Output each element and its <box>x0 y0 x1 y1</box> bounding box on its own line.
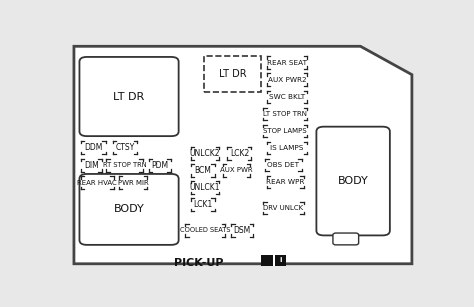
Text: DSM: DSM <box>234 226 251 235</box>
Polygon shape <box>74 46 412 264</box>
Text: PWR MIR: PWR MIR <box>118 180 148 186</box>
Bar <box>204 56 261 92</box>
Text: AUX PWR: AUX PWR <box>220 167 253 173</box>
Text: REAR WPR: REAR WPR <box>266 179 304 185</box>
Text: BODY: BODY <box>114 204 145 214</box>
Bar <box>274 255 286 266</box>
Bar <box>273 255 275 266</box>
Text: STOP LAMPS: STOP LAMPS <box>264 128 307 134</box>
FancyBboxPatch shape <box>316 127 390 235</box>
Text: DDM: DDM <box>84 143 102 152</box>
FancyBboxPatch shape <box>80 57 179 136</box>
Text: i: i <box>279 258 282 263</box>
FancyBboxPatch shape <box>80 174 179 245</box>
FancyBboxPatch shape <box>333 233 359 245</box>
Text: LT DR: LT DR <box>219 69 246 79</box>
Text: SWC BKLT: SWC BKLT <box>269 94 305 100</box>
Text: DRV UNLCK: DRV UNLCK <box>263 205 303 211</box>
Text: REAR SEAT: REAR SEAT <box>267 60 307 66</box>
Text: UNLCK2: UNLCK2 <box>190 149 220 158</box>
Text: BODY: BODY <box>338 176 368 186</box>
Text: LT STOP TRN: LT STOP TRN <box>263 111 307 117</box>
Text: RT STOP TRN: RT STOP TRN <box>103 162 146 168</box>
Text: UNLCK1: UNLCK1 <box>190 183 220 192</box>
Text: PDM: PDM <box>151 161 168 169</box>
Text: LCK1: LCK1 <box>193 200 212 209</box>
Bar <box>261 255 273 266</box>
Text: BCM: BCM <box>194 166 211 175</box>
Text: LT DR: LT DR <box>113 91 145 102</box>
Text: DIM: DIM <box>84 161 99 169</box>
Text: CTSY: CTSY <box>115 143 135 152</box>
Text: OBS DET: OBS DET <box>267 162 300 168</box>
Text: REAR HVAC: REAR HVAC <box>77 180 117 186</box>
Text: AUX PWR2: AUX PWR2 <box>268 77 306 83</box>
Text: IS LAMPS: IS LAMPS <box>270 145 304 151</box>
Text: COOLED SEATS: COOLED SEATS <box>180 227 230 233</box>
Text: PICK-UP: PICK-UP <box>174 258 224 268</box>
Text: LCK2: LCK2 <box>230 149 249 158</box>
